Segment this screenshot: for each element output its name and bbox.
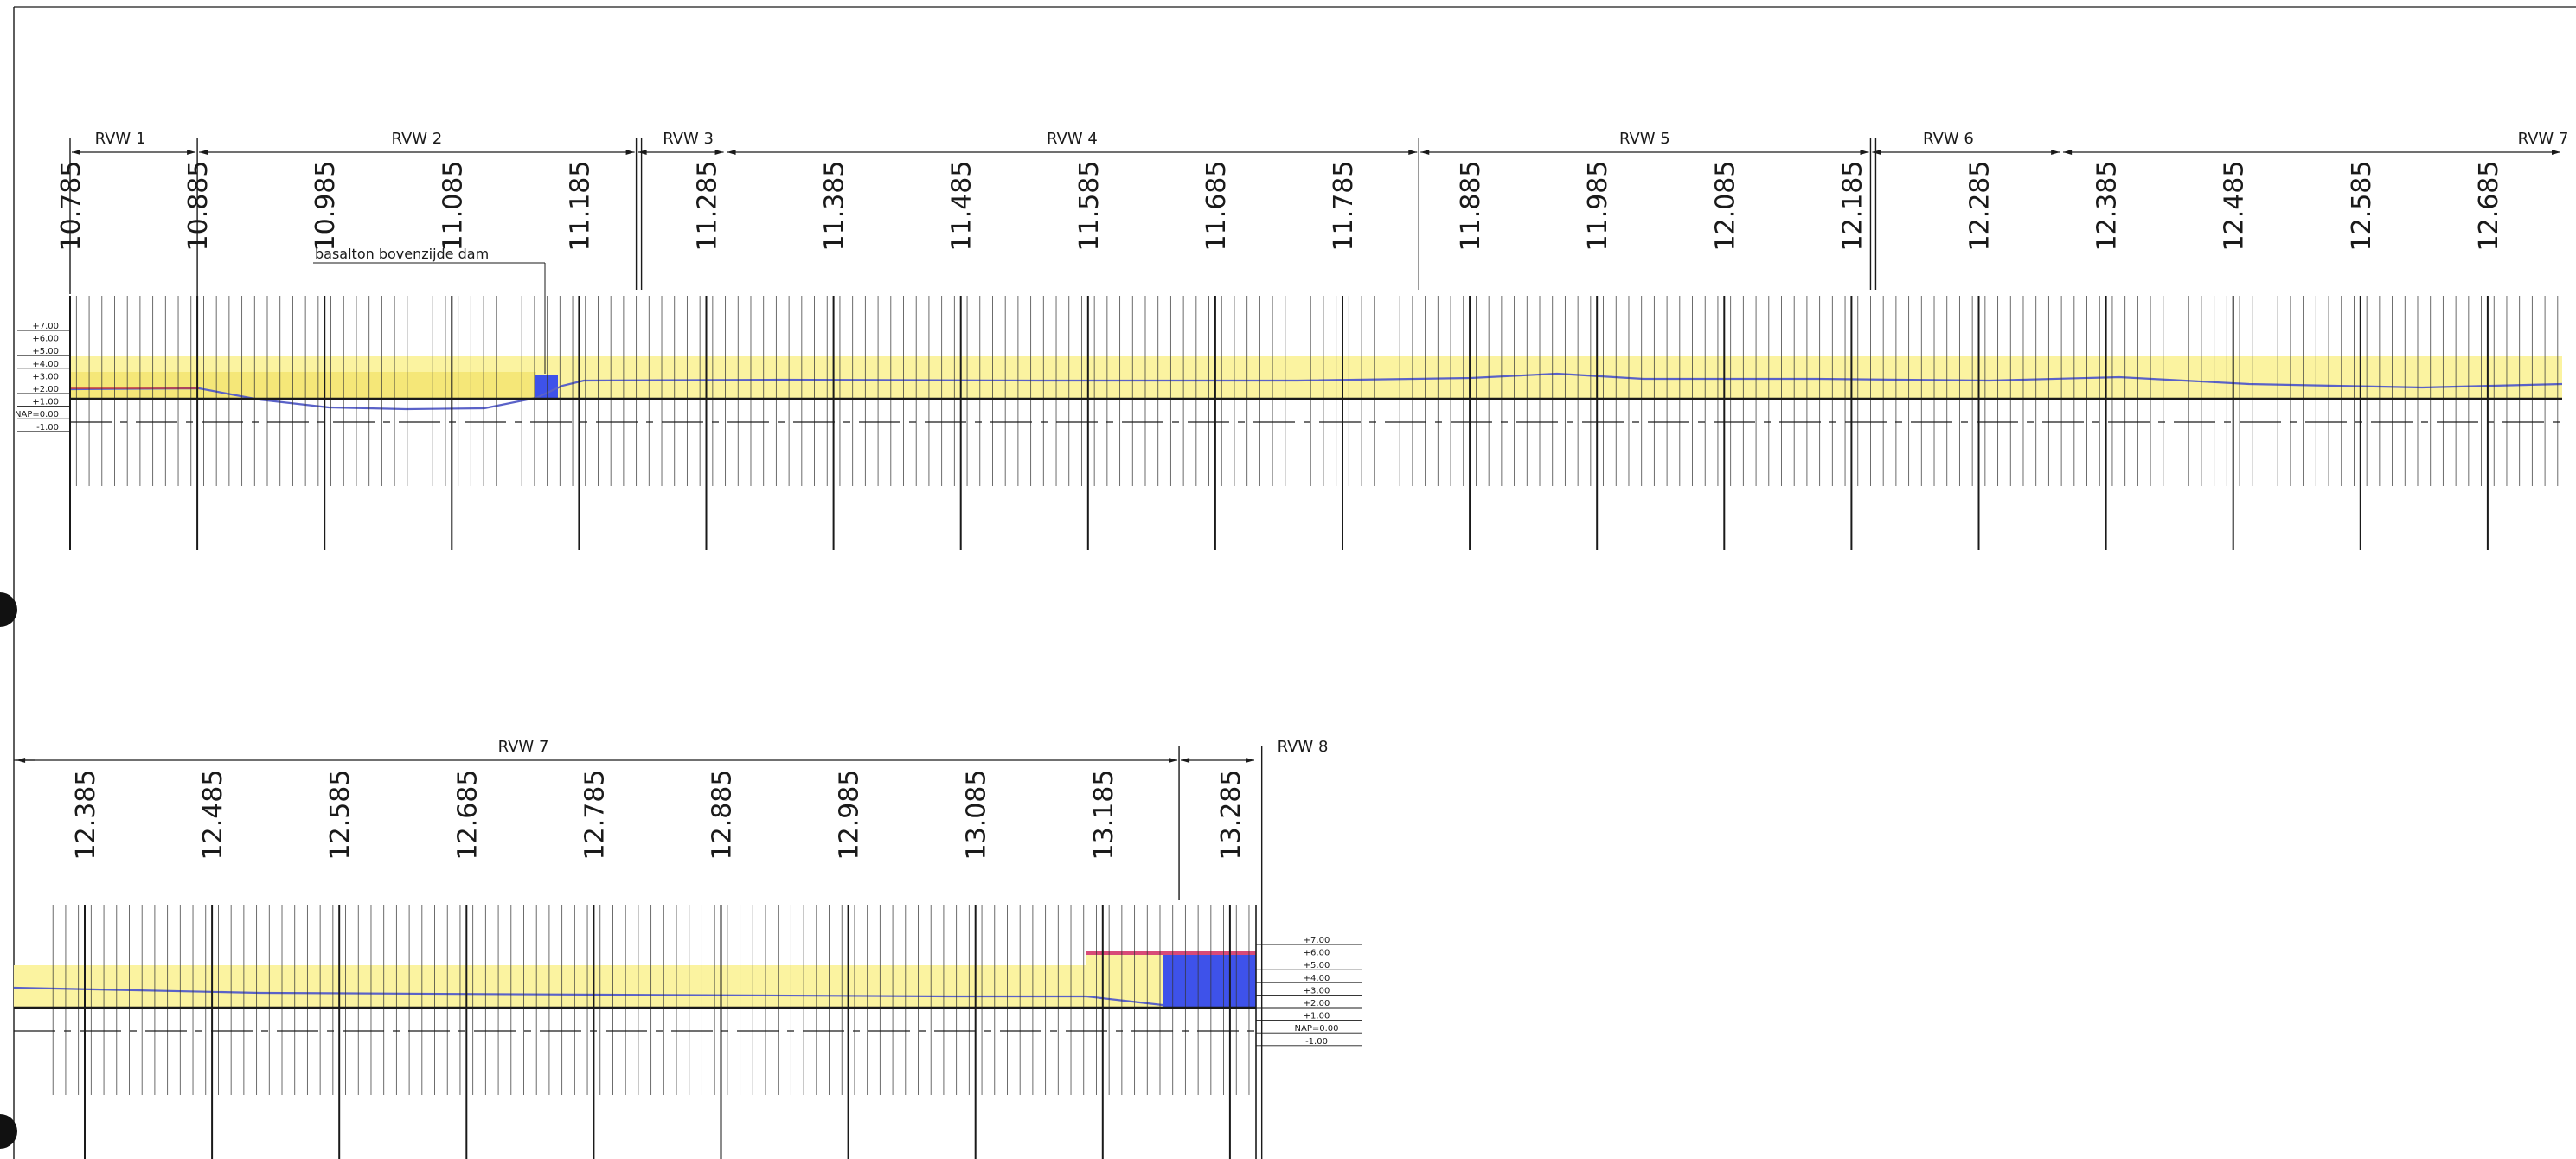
zone-arrow-right [714, 150, 724, 155]
top-annotation: basalton bovenzijde dam [315, 246, 489, 262]
chainage-label: 13.185 [1089, 770, 1119, 861]
chainage-label: 11.585 [1074, 161, 1105, 252]
bottom-elevation-scale: +7.00 +6.00 +5.00 +4.00 +3.00 +2.00 +1.00 NAP=0… [1256, 936, 1362, 1047]
chainage-label: 12.785 [580, 770, 610, 861]
chainage-label: 11.985 [1583, 161, 1613, 252]
zone-label: RVW 6 [1923, 130, 1974, 148]
elevation-label: +2.00 [32, 385, 59, 394]
elevation-label: +1.00 [32, 398, 59, 407]
zone-arrow-left [1872, 150, 1881, 155]
top-elevation-scale: +7.00 +6.00 +5.00 +4.00 +3.00 +2.00 +1.00 NAP=0… [15, 322, 70, 432]
zone-arrow-left [638, 150, 647, 155]
chainage-label: 12.385 [2092, 161, 2123, 252]
chainage-label: 12.085 [1710, 161, 1740, 252]
raised-fill [1086, 955, 1164, 1008]
elevation-label: -1.00 [36, 423, 59, 432]
elevation-label: +7.00 [1304, 936, 1330, 945]
elevation-label: +6.00 [1304, 949, 1330, 958]
chainage-label: 12.985 [835, 770, 865, 861]
zone-arrow-right [2552, 150, 2560, 155]
bottom-zone-layer: RVW 7 RVW 8 [16, 738, 1328, 1159]
zone-label: RVW 7 [498, 738, 549, 756]
chainage-label: 11.685 [1201, 161, 1232, 252]
chainage-label: 13.285 [1216, 770, 1246, 861]
chainage-label: 12.485 [198, 770, 228, 861]
chainage-label: 13.085 [962, 770, 992, 861]
chainage-label: 12.885 [708, 770, 738, 861]
zone-arrow-right [2051, 150, 2060, 155]
chainage-label: 11.385 [820, 161, 850, 252]
chainage-label: 11.085 [438, 161, 468, 252]
chainage-label: 12.585 [325, 770, 356, 861]
elevation-label: +4.00 [32, 360, 59, 369]
chainage-label: 12.185 [1837, 161, 1868, 252]
zone-arrow-left [1181, 758, 1190, 763]
chainage-label: 12.585 [2347, 161, 2377, 252]
zone-label: RVW 2 [391, 130, 442, 148]
bed-profile-line [69, 372, 2563, 411]
top-zone-layer: RVW 1 RVW 2 RVW 3 RVW 4 RVW 5 RVW 6 RVW 7 [69, 130, 2569, 324]
crest-fill [536, 356, 2562, 400]
chainage-label: 12.485 [2220, 161, 2250, 252]
zone-arrow-left [1420, 150, 1430, 155]
chainage-label: 12.685 [2474, 161, 2504, 252]
chainage-label: 10.885 [183, 161, 214, 252]
chainage-label: 10.985 [311, 161, 341, 252]
zone-label: RVW 1 [95, 130, 146, 148]
chainage-label: 11.285 [693, 161, 723, 252]
chainage-label: 11.485 [947, 161, 977, 252]
elevation-label: +4.00 [1304, 974, 1330, 983]
bottom-tick-layer [14, 905, 1256, 1159]
bottom-chainage-layer: 12.385 12.485 12.585 12.685 12.785 12.885 12.9… [71, 770, 1246, 861]
zone-arrow-right [1860, 150, 1869, 155]
top-chainage-layer: 10.785 10.885 10.985 11.085 11.185 11.285 11.3… [56, 161, 2504, 252]
zone-arrow-left [2063, 150, 2073, 155]
zone-arrow-right [1169, 758, 1178, 763]
zone-arrow-right [1246, 758, 1254, 763]
elevation-label: +6.00 [32, 335, 59, 344]
zone-arrow-left [199, 150, 208, 155]
zone-label: RVW 8 [1278, 738, 1329, 756]
zone-arrow-right [1408, 150, 1418, 155]
elevation-label: +3.00 [1304, 986, 1330, 996]
zone-label: RVW 3 [663, 130, 714, 148]
water-level-fill [14, 965, 1256, 1008]
top-fill-layer [69, 262, 2563, 411]
chainage-label: 11.185 [565, 161, 595, 252]
zone-label: RVW 5 [1619, 130, 1670, 148]
zone-arrow-left [16, 758, 26, 763]
top-profile-band: RVW 1 RVW 2 RVW 3 RVW 4 RVW 5 RVW 6 RVW 7 10.7… [15, 130, 2568, 550]
elevation-label: NAP=0.00 [1295, 1024, 1339, 1034]
top-tick-layer [69, 296, 2562, 550]
zone-arrow-left [72, 150, 80, 155]
chainage-label: 11.885 [1456, 161, 1486, 252]
hole-punch-mark [0, 1114, 17, 1149]
basalton-block [535, 375, 558, 399]
zone-arrow-right [625, 150, 635, 155]
elevation-label: +5.00 [32, 347, 59, 356]
elevation-label: +3.00 [32, 372, 59, 381]
bottom-profile-band: RVW 7 RVW 8 12.385 12.485 12.585 12.685 12.78… [13, 738, 1362, 1159]
elevation-label: +7.00 [32, 322, 59, 331]
hole-punch-mark [0, 592, 17, 627]
elevation-label: +2.00 [1304, 999, 1330, 1009]
annotation-basalton: basalton bovenzijde dam [315, 246, 489, 262]
chainage-label: 12.685 [452, 770, 483, 861]
chainage-label: 11.785 [1329, 161, 1359, 252]
blue-structure-block [1163, 955, 1256, 1008]
elevation-label: +5.00 [1304, 961, 1330, 970]
chainage-label: 12.385 [71, 770, 101, 861]
zone-arrow-right [187, 150, 196, 155]
chainage-label: 10.785 [56, 161, 87, 252]
elevation-label: +1.00 [1304, 1012, 1330, 1021]
elevation-label: -1.00 [1305, 1037, 1328, 1047]
elevation-label: NAP=0.00 [15, 410, 59, 419]
chainage-label: 12.285 [1965, 161, 1996, 252]
bottom-fill-layer [13, 759, 1257, 1159]
zone-label: RVW 7 [2518, 130, 2569, 148]
zone-arrow-left [727, 150, 736, 155]
zone-label: RVW 4 [1047, 130, 1098, 148]
